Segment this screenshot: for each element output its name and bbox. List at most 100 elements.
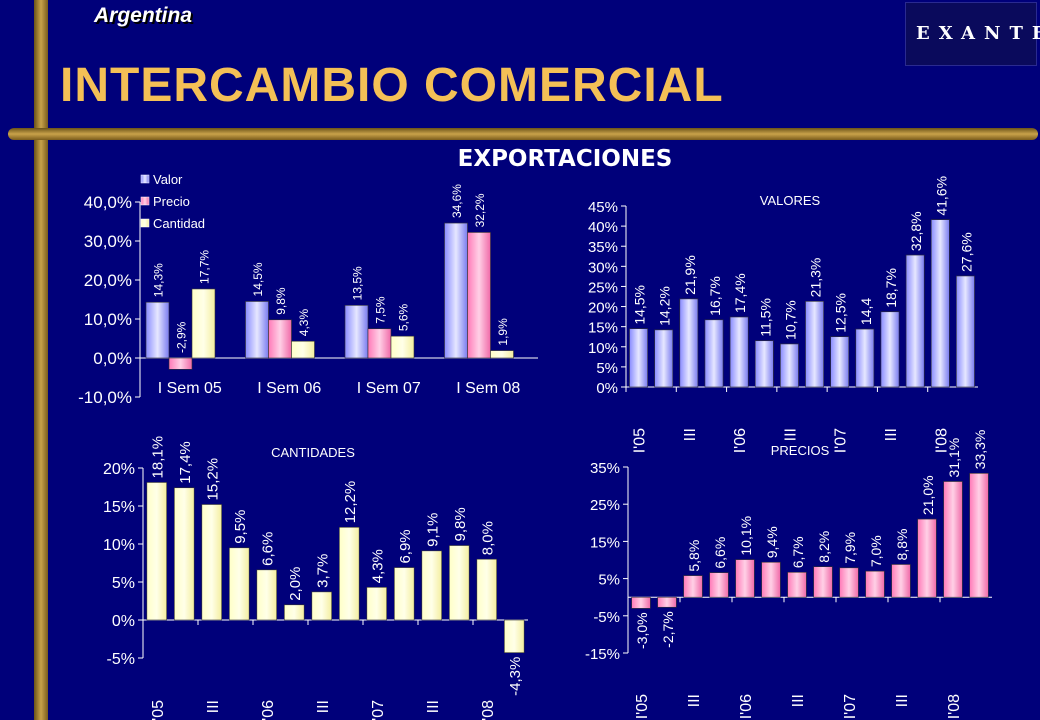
data-label: 6,6% — [712, 537, 728, 569]
data-label: 8,0% — [480, 521, 497, 555]
data-label: 1,9% — [496, 318, 510, 346]
y-tick-label: 30% — [588, 259, 618, 276]
bar — [394, 567, 415, 621]
y-tick-label: 30,0% — [84, 232, 132, 251]
y-tick-label: 5% — [112, 575, 135, 592]
y-tick-label: 20% — [588, 300, 618, 317]
y-tick-label: 5% — [598, 572, 620, 589]
data-label: 11,5% — [757, 298, 773, 337]
data-label: -2,9% — [175, 321, 189, 353]
data-label: 6,6% — [260, 532, 277, 566]
data-label: 4,3% — [370, 549, 387, 583]
bar — [504, 619, 525, 653]
legend-swatch — [140, 196, 150, 206]
y-tick-label: 35% — [588, 239, 618, 256]
x-tick-label: III — [205, 700, 222, 713]
bar — [679, 298, 699, 388]
y-tick-label: 0,0% — [93, 349, 132, 368]
bar-cantidad — [291, 340, 315, 359]
bar — [917, 518, 937, 598]
data-label: 33,3% — [972, 430, 988, 470]
bar — [969, 473, 989, 598]
bar — [229, 547, 250, 621]
bar — [787, 571, 807, 598]
y-tick-label: -15% — [585, 646, 620, 663]
data-label: 4,3% — [297, 309, 311, 337]
grouped-chart-semesters: 40,0% 30,0% 20,0% 10,0% 0,0% -10,0% 14,3% -2,9%… — [78, 172, 538, 407]
bar — [839, 567, 859, 598]
gold-horizontal-rule — [8, 128, 1038, 140]
data-label: 2,0% — [287, 567, 304, 601]
bar — [654, 329, 674, 388]
y-tick-label: 0% — [596, 380, 618, 397]
bar — [761, 561, 781, 598]
data-label: 15,2% — [205, 458, 222, 501]
gold-vertical-rule — [34, 0, 48, 720]
bar — [174, 487, 195, 621]
bar-precio — [268, 319, 292, 359]
data-label: 14,3% — [152, 263, 166, 297]
logo-text: EXANTE — [916, 23, 1040, 44]
x-tick-label: I'08 — [480, 700, 497, 720]
data-label: 7,9% — [842, 532, 858, 564]
chart-precios: PRECIOS 35% 25% 15% 5% -5% -15% -3,0% -2,7% 5,8% 6… — [585, 430, 992, 719]
y-tick-label: 10% — [103, 537, 135, 554]
exante-logo: EXANTE — [905, 2, 1040, 66]
data-label: 21,9% — [682, 255, 698, 295]
data-label: 12,5% — [833, 293, 849, 333]
data-label: 18,7% — [883, 268, 899, 308]
legend-label: Precio — [153, 194, 190, 209]
x-tick-label: III — [686, 694, 703, 707]
bar-valor — [344, 305, 369, 359]
legend-swatch — [140, 218, 150, 228]
bar — [729, 316, 749, 388]
bar-precio — [367, 328, 392, 359]
data-label: 16,7% — [707, 276, 723, 316]
x-tick-label: I'06 — [738, 694, 755, 719]
y-tick-label: -5% — [593, 609, 620, 626]
x-tick-label: I'08 — [933, 428, 950, 453]
chart-cantidades: CANTIDADES 20% 15% 10% 5% 0% -5% 18,1% 17,4% 15,2… — [103, 436, 528, 720]
data-label: 6,9% — [397, 529, 414, 563]
x-tick-label: I'05 — [634, 694, 651, 719]
bar-cantidad — [490, 350, 514, 359]
y-tick-label: 15% — [103, 499, 135, 516]
data-label: 9,4% — [764, 526, 780, 558]
bar — [943, 481, 963, 598]
data-label: 14,5% — [251, 262, 265, 296]
chart-title: PRECIOS — [771, 443, 830, 458]
data-label: 8,2% — [816, 531, 832, 563]
bar — [880, 311, 900, 388]
page-title: INTERCAMBIO COMERCIAL — [60, 59, 724, 112]
bar — [366, 587, 387, 621]
y-tick-label: 40,0% — [84, 193, 132, 212]
data-label: 12,2% — [342, 481, 359, 524]
legend-label: Valor — [153, 172, 183, 187]
x-tick-label: I'06 — [732, 428, 749, 453]
bar-precio — [467, 232, 491, 359]
data-label: 5,6% — [397, 303, 411, 331]
data-label: 3,7% — [315, 554, 332, 588]
data-label: 21,0% — [920, 475, 936, 515]
y-tick-label: 15% — [590, 534, 620, 551]
x-tick-label: III — [883, 428, 900, 441]
bar-valor — [245, 301, 269, 359]
data-label: 32,8% — [908, 211, 924, 251]
bar — [201, 504, 222, 621]
data-label: 17,4% — [732, 273, 748, 313]
data-label: 18,1% — [150, 436, 167, 479]
data-label: 9,8% — [452, 507, 469, 541]
bar — [754, 340, 774, 388]
y-tick-label: 0% — [112, 613, 135, 630]
bar — [865, 570, 885, 598]
data-label: 32,2% — [473, 193, 487, 227]
bar — [449, 545, 470, 621]
x-tick-label: I Sem 05 — [158, 380, 222, 397]
x-tick-label: I'05 — [150, 700, 167, 720]
y-tick-label: -10,0% — [78, 388, 132, 407]
data-label: 17,4% — [177, 441, 194, 484]
data-label: 7,5% — [374, 296, 388, 324]
legend-swatch — [140, 174, 150, 184]
data-label: 21,3% — [808, 258, 824, 298]
y-tick-label: 35% — [590, 460, 620, 477]
